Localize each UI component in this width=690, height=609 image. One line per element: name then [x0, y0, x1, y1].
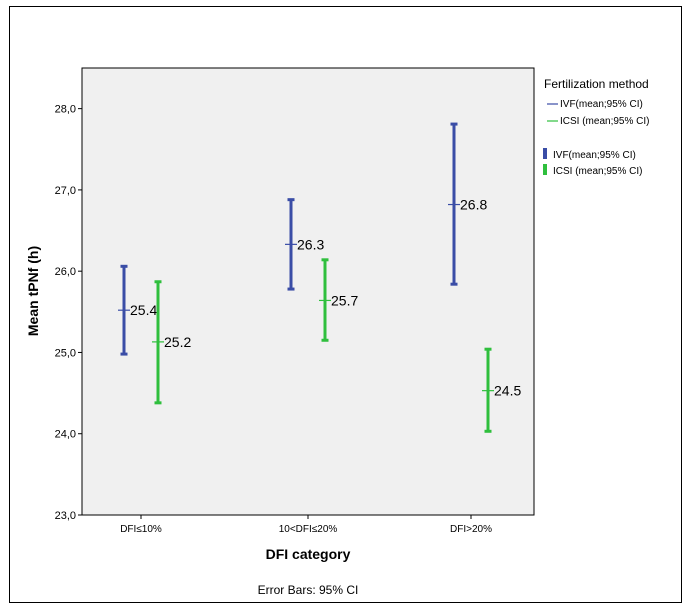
- series-icsi: 25.2 25.7 24.5: [152, 258, 521, 433]
- error-bars: 25.4 26.3 26.8 25.2 25.7 24.5: [118, 122, 521, 433]
- legend: Fertilization method IVF(mean;95% CI) IC…: [543, 77, 649, 177]
- legend-line-ivf-label: IVF(mean;95% CI): [560, 99, 643, 110]
- x-axis-title: DFI category: [266, 546, 351, 562]
- data-label-icsi-2: 25.7: [331, 292, 358, 308]
- legend-line-icsi-label: ICSI (mean;95% CI): [560, 116, 649, 127]
- y-tick-label: 25,0: [55, 347, 76, 359]
- legend-bar-icsi: [543, 164, 547, 175]
- x-tick-label: DFI≤10%: [120, 524, 162, 535]
- y-tick-label: 24,0: [55, 429, 76, 441]
- legend-bar-ivf-label: IVF(mean;95% CI): [553, 150, 636, 161]
- y-tick-label: 26,0: [55, 266, 76, 278]
- y-tick-label: 23,0: [55, 510, 76, 522]
- y-axis-title: Mean tPNf (h): [25, 246, 41, 336]
- y-tick-label: 28,0: [55, 104, 76, 116]
- x-axis: DFI≤10% 10<DFI≤20% DFI>20%: [120, 515, 492, 535]
- x-tick-label: DFI>20%: [450, 524, 492, 535]
- x-tick-label: 10<DFI≤20%: [279, 524, 338, 535]
- y-tick-label: 27,0: [55, 185, 76, 197]
- legend-bar-ivf: [543, 148, 547, 159]
- data-label-ivf-1: 25.4: [130, 302, 157, 318]
- y-axis: 23,0 24,0 25,0 26,0 27,0 28,0: [55, 104, 82, 522]
- data-label-icsi-1: 25.2: [164, 334, 191, 350]
- data-label-ivf-3: 26.8: [460, 197, 487, 213]
- legend-bar-icsi-label: ICSI (mean;95% CI): [553, 166, 642, 177]
- data-label-ivf-2: 26.3: [297, 236, 324, 252]
- series-ivf: 25.4 26.3 26.8: [118, 122, 487, 356]
- footnote: Error Bars: 95% CI: [258, 583, 359, 597]
- legend-title: Fertilization method: [544, 77, 649, 91]
- plot-area: [81, 67, 535, 516]
- data-label-icsi-3: 24.5: [494, 383, 521, 399]
